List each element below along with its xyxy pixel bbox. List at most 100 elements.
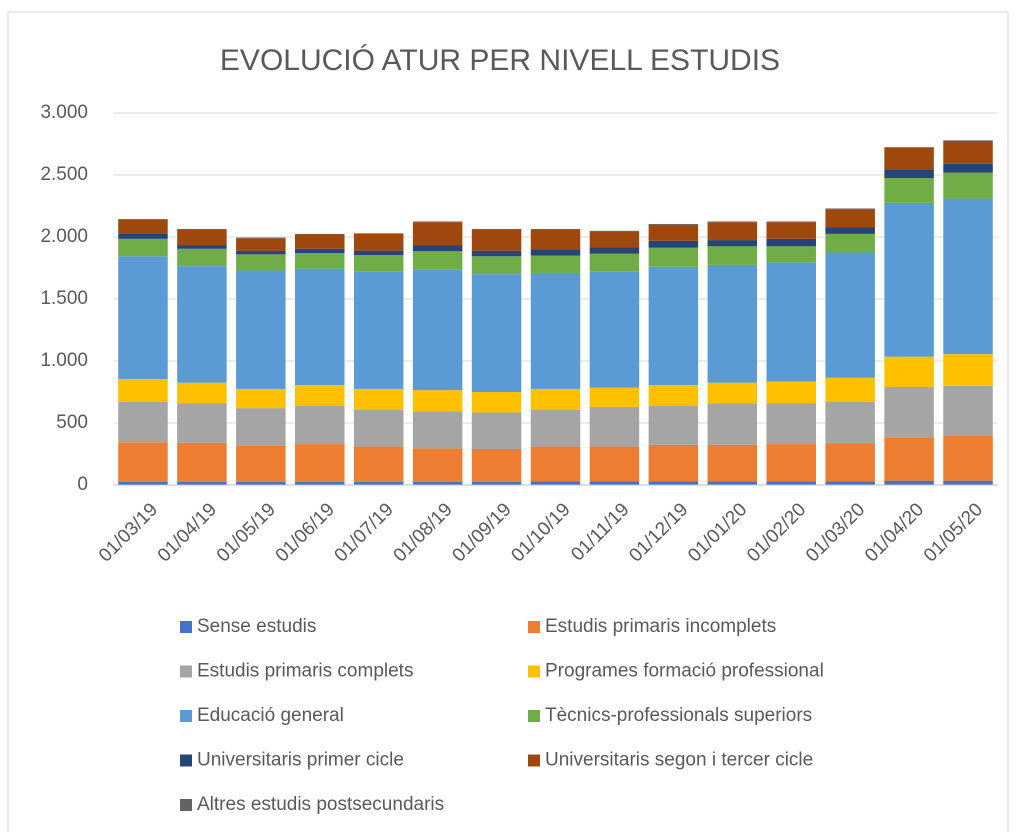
bar-segment bbox=[353, 233, 404, 234]
bar-segment bbox=[353, 481, 404, 485]
bar-segment bbox=[530, 228, 581, 230]
legend-label: Estudis primaris complets bbox=[197, 661, 413, 682]
legend-label: Educació general bbox=[197, 705, 344, 726]
bar-segment bbox=[825, 209, 875, 228]
bar-segment bbox=[884, 147, 934, 148]
bar-segment bbox=[412, 221, 463, 223]
bar-segment bbox=[589, 271, 640, 388]
y-tick-label: 2.000 bbox=[40, 226, 88, 247]
bar-segment bbox=[295, 248, 345, 254]
bar-segment bbox=[177, 481, 227, 485]
bar-segment bbox=[648, 240, 699, 248]
bar-segment bbox=[648, 223, 699, 225]
bar-segment bbox=[825, 227, 875, 234]
bar-segment bbox=[412, 481, 463, 485]
legend-label: Universitaris segon i tercer cicle bbox=[545, 750, 813, 771]
bar-segment bbox=[707, 246, 758, 265]
bar-segment bbox=[943, 436, 993, 481]
bar-segment bbox=[471, 449, 522, 482]
bar-segment bbox=[589, 406, 640, 447]
bar-segment bbox=[236, 250, 286, 255]
bar-segment bbox=[530, 409, 581, 447]
bar-segment bbox=[353, 446, 404, 482]
legend-swatch bbox=[528, 710, 540, 722]
bar-segment bbox=[295, 385, 345, 406]
legend-label: Estudis primaris incomplets bbox=[545, 616, 776, 637]
bar-segment bbox=[589, 230, 640, 232]
bar-segment bbox=[589, 231, 640, 248]
bar-segment bbox=[353, 254, 404, 272]
legend-swatch bbox=[528, 754, 540, 767]
bar-segment bbox=[530, 388, 581, 410]
bar-segment bbox=[471, 412, 522, 450]
bar-segment bbox=[295, 405, 345, 445]
bar-segment bbox=[766, 444, 816, 482]
bar-segment bbox=[884, 356, 934, 388]
bar-segment bbox=[118, 401, 168, 443]
bar-segment bbox=[353, 250, 404, 255]
bar-segment bbox=[943, 140, 993, 164]
bar-segment bbox=[236, 270, 286, 389]
bar-segment bbox=[648, 481, 699, 485]
legend-swatch bbox=[180, 665, 192, 678]
bar-segment bbox=[177, 228, 227, 230]
bar-segment bbox=[589, 247, 640, 254]
legend-swatch bbox=[180, 621, 192, 633]
legend-label: Programes formació professional bbox=[545, 661, 824, 682]
bar-segment bbox=[471, 250, 522, 257]
chart-title: EVOLUCIÓ ATUR PER NIVELL ESTUDIS bbox=[220, 44, 780, 77]
bar-segment bbox=[295, 268, 345, 386]
y-tick-label: 1.500 bbox=[40, 288, 88, 309]
bar-segment bbox=[766, 238, 816, 247]
bar-segment bbox=[707, 264, 758, 383]
bar-segment bbox=[589, 387, 640, 407]
bar-segment bbox=[825, 443, 875, 482]
bar-segment bbox=[236, 445, 286, 482]
bar-segment bbox=[177, 382, 227, 404]
bar-segment bbox=[943, 163, 993, 173]
bar-segment bbox=[766, 403, 816, 445]
bar-segment bbox=[412, 222, 463, 246]
bar-segment bbox=[825, 252, 875, 378]
bar-segment bbox=[589, 253, 640, 272]
bar-segment bbox=[177, 248, 227, 267]
bar-segment bbox=[766, 246, 816, 263]
bar-segment bbox=[353, 388, 404, 410]
y-tick-label: 1.000 bbox=[40, 350, 88, 371]
bar-segment bbox=[943, 140, 993, 141]
bar-segment bbox=[295, 253, 345, 269]
bar-segment bbox=[118, 233, 168, 239]
legend-swatch bbox=[528, 665, 540, 678]
bar-segment bbox=[766, 262, 816, 382]
bar-segment bbox=[177, 403, 227, 443]
bar-segment bbox=[884, 178, 934, 203]
legend-label: Altres estudis postsecundaris bbox=[197, 794, 444, 815]
bar-segment bbox=[471, 228, 522, 230]
bar-segment bbox=[177, 442, 227, 482]
bar-segment bbox=[943, 354, 993, 386]
bar-segment bbox=[530, 272, 581, 389]
bar-segment bbox=[530, 249, 581, 256]
bar-segment bbox=[648, 266, 699, 386]
bar-segment bbox=[825, 401, 875, 444]
bar-segment bbox=[118, 378, 168, 402]
y-tick-label: 2.500 bbox=[40, 164, 88, 185]
bar-segment bbox=[707, 240, 758, 247]
bar-segment bbox=[471, 392, 522, 413]
y-tick-label: 0 bbox=[77, 474, 88, 495]
bar-segment bbox=[589, 446, 640, 482]
bar-segment bbox=[530, 446, 581, 482]
bar-segment bbox=[412, 251, 463, 270]
bar-segment bbox=[648, 224, 699, 241]
bar-segment bbox=[118, 481, 168, 485]
bar-segment bbox=[353, 271, 404, 389]
legend-swatch bbox=[180, 799, 192, 811]
bar-segment bbox=[412, 245, 463, 252]
y-tick-label: 3.000 bbox=[40, 102, 88, 123]
bar-segment bbox=[236, 237, 286, 239]
bar-segment bbox=[884, 147, 934, 170]
legend-label: Tècnics-professionals superiors bbox=[545, 705, 812, 726]
legend-label: Sense estudis bbox=[197, 616, 316, 637]
bar-segment bbox=[707, 222, 758, 241]
